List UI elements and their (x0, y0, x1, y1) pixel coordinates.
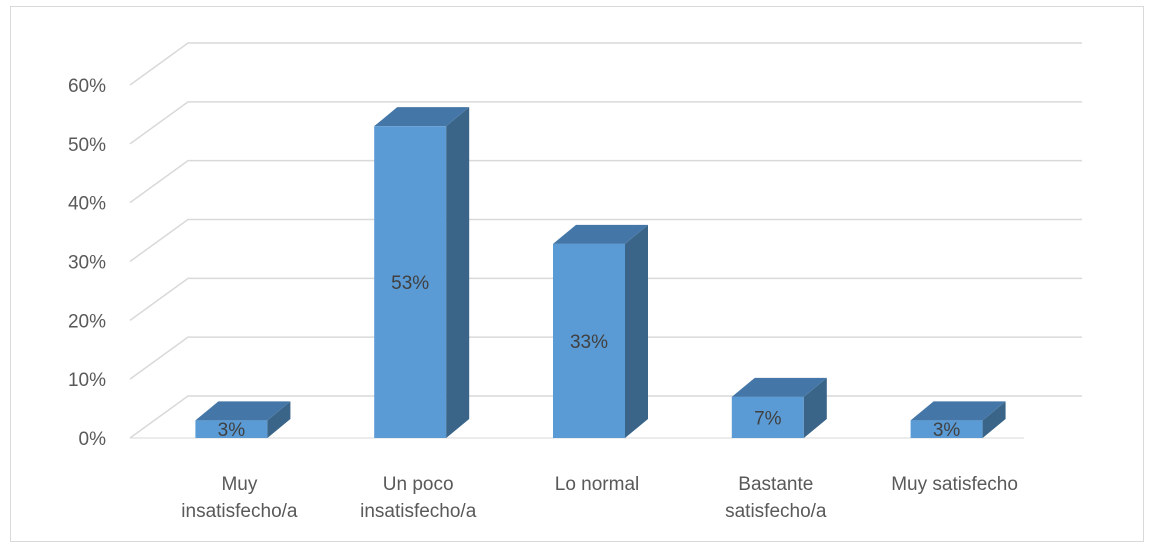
category-label: insatisfecho/a (360, 501, 477, 522)
y-tick-label: 50% (68, 135, 106, 156)
category-label: Muy satisfecho (891, 474, 1018, 495)
data-label: 7% (754, 408, 782, 429)
bar-top (195, 401, 291, 421)
bar-front (195, 420, 268, 438)
bar-top (910, 401, 1006, 421)
category-label: insatisfecho/a (181, 501, 298, 522)
y-tick-label: 20% (68, 311, 106, 332)
bars (195, 107, 1006, 438)
bar-top (731, 377, 827, 397)
gridline (129, 101, 1082, 145)
bar-front (910, 420, 983, 438)
y-tick-label: 40% (68, 194, 106, 215)
bar-side (625, 224, 648, 438)
gridline (129, 159, 1082, 204)
bar-side (803, 377, 827, 438)
bar-top (553, 224, 648, 244)
gridline (129, 336, 1082, 380)
y-tick-label: 60% (68, 76, 106, 97)
category-label: Un poco (383, 474, 454, 495)
bar (731, 377, 827, 438)
bar (195, 401, 291, 438)
data-label: 3% (933, 420, 961, 441)
category-label: Muy (221, 474, 257, 495)
y-tick-label: 0% (79, 429, 107, 450)
bar-front (553, 243, 625, 438)
y-axis-ticks: 0% 10% 20% 30% 40% 50% 60% (68, 76, 106, 450)
category-label: Bastante (738, 474, 813, 495)
bar (910, 401, 1006, 438)
data-labels: 3% 53% 33% 7% 3% (218, 273, 961, 441)
bar-side (267, 401, 291, 438)
gridline (129, 42, 1082, 86)
gridline (129, 218, 1082, 263)
bar (374, 107, 470, 438)
y-tick-label: 10% (68, 370, 106, 391)
data-label: 33% (570, 332, 608, 353)
category-label: Lo normal (555, 474, 640, 495)
bar-top (374, 107, 470, 127)
y-tick-label: 30% (68, 253, 106, 274)
bar-front (374, 126, 447, 438)
bar-side (982, 401, 1006, 438)
bar-front (731, 396, 804, 438)
bar-side (446, 107, 470, 438)
data-label: 3% (218, 420, 246, 441)
data-label: 53% (391, 273, 429, 294)
bar (553, 224, 648, 438)
gridline (129, 277, 1082, 321)
category-labels: Muy insatisfecho/a Un poco insatisfecho/a Lo… (181, 474, 1018, 522)
category-label: satisfecho/a (725, 501, 827, 522)
